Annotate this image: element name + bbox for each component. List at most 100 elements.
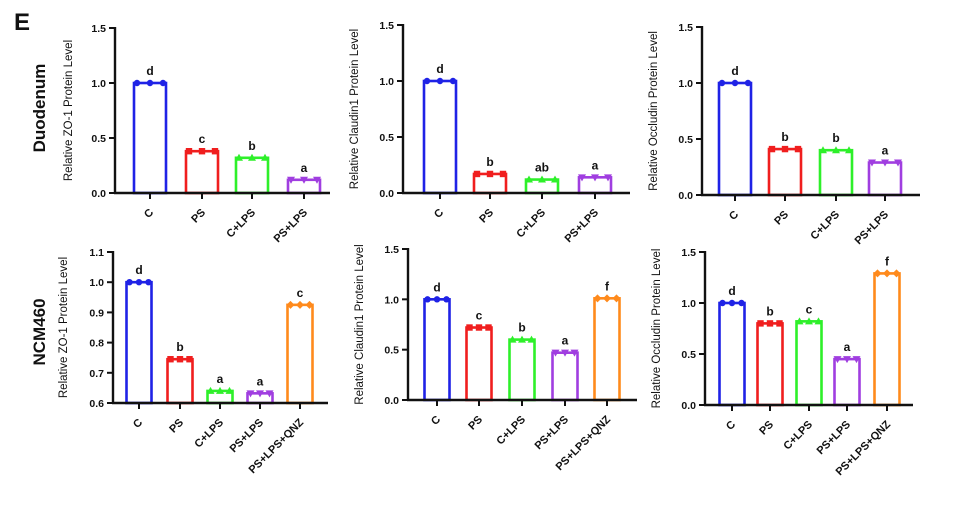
diamond-data-point [883, 269, 891, 278]
square-data-point [466, 324, 473, 331]
x-tick-label: PS+LPS [533, 414, 572, 453]
y-tick-label: 1.0 [678, 78, 693, 90]
bar-c [718, 301, 746, 407]
y-tick-label: 0.0 [379, 188, 394, 200]
x-tick-label: PS [189, 207, 208, 226]
y-tick-label: 1.5 [678, 22, 693, 34]
triangle-down-data-point [843, 356, 851, 364]
y-axis-label: Relative Claudin1 Protein Level [354, 244, 366, 404]
triangle-down-data-point [551, 349, 560, 357]
triangle-up-data-point [814, 317, 823, 325]
significance-label: a [844, 340, 851, 354]
x-tick-label: C [727, 209, 741, 223]
square-data-point [176, 356, 184, 363]
x-tick-label: PS [466, 414, 485, 433]
circle-data-point [718, 79, 726, 87]
y-tick-label: 1.0 [91, 78, 106, 90]
bar-ps [767, 147, 803, 197]
circle-data-point [433, 296, 441, 303]
significance-label: b [486, 155, 493, 169]
square-data-point [757, 320, 764, 327]
x-tick-label: C+LPS [224, 207, 258, 241]
y-tick-label: 0.0 [91, 188, 106, 200]
y-tick-label: 1.0 [384, 294, 399, 306]
significance-label: b [248, 139, 255, 153]
bar-ps-lps [833, 357, 861, 407]
triangle-up-data-point [832, 146, 840, 154]
square-data-point [185, 148, 193, 155]
bar-c [125, 280, 153, 405]
bar-ps-lps [867, 161, 903, 197]
x-tick-label: PS [757, 419, 776, 438]
significance-label: d [728, 284, 735, 298]
x-tick-label: C [429, 414, 443, 428]
significance-label: d [433, 280, 440, 294]
circle-data-point [731, 79, 739, 87]
y-tick-label: 1.5 [384, 244, 399, 256]
bar-ps-lps-qnz [873, 272, 901, 407]
circle-data-point [436, 77, 444, 85]
triangle-up-data-point [518, 335, 526, 343]
circle-data-point [135, 279, 143, 286]
triangle-up-data-point [551, 175, 559, 183]
circle-data-point [146, 79, 154, 87]
diamond-data-point [892, 269, 901, 278]
significance-label: d [436, 62, 443, 76]
x-tick-label: PS+LPS [563, 207, 602, 246]
bar-c [132, 81, 168, 195]
y-tick-label: 0.5 [678, 134, 693, 146]
circle-data-point [424, 296, 431, 303]
bar-ps [465, 326, 493, 402]
y-tick-label: 0.9 [89, 307, 104, 319]
triangle-down-data-point [868, 159, 876, 167]
significance-label: d [731, 64, 738, 78]
x-tick-label: PS [167, 417, 186, 436]
triangle-down-data-point [570, 349, 579, 357]
square-data-point [473, 170, 481, 178]
square-data-point [794, 145, 802, 153]
square-data-point [499, 170, 507, 178]
triangle-down-data-point [578, 174, 586, 182]
triangle-down-data-point [313, 176, 321, 184]
bar-ps-lps-qnz [286, 303, 314, 405]
row-label-duodenum: Duodenum [30, 64, 49, 153]
x-tick-label: C+LPS [808, 209, 842, 243]
x-tick-label: C+LPS [781, 419, 815, 453]
y-axis-label: Relative ZO-1 Protein Level [58, 257, 70, 398]
bar-c-lps [795, 320, 823, 407]
significance-label: a [257, 374, 264, 388]
triangle-up-data-point [525, 175, 533, 183]
y-tick-label: 1.5 [379, 20, 394, 32]
triangle-up-data-point [248, 153, 256, 161]
y-axis-label: Relative ZO-1 Protein Level [63, 40, 75, 181]
significance-label: a [301, 161, 308, 175]
square-data-point [186, 356, 193, 363]
x-tick-label: PS+LPS [228, 417, 267, 456]
circle-data-point [738, 299, 745, 307]
x-tick-label: C [724, 419, 738, 433]
square-data-point [198, 148, 206, 155]
triangle-up-data-point [527, 335, 536, 343]
circle-data-point [719, 299, 726, 307]
bar-ps-lps-qnz [593, 297, 621, 402]
bar-ps [756, 322, 784, 407]
triangle-down-data-point [604, 174, 612, 182]
panel-label: E [14, 9, 30, 36]
y-tick-label: 0.5 [384, 345, 399, 357]
x-tick-label: C [432, 207, 446, 221]
x-tick-label: C+LPS [514, 207, 548, 241]
significance-label: c [297, 286, 304, 300]
triangle-down-data-point [852, 356, 861, 364]
x-tick-label: PS+LPS [815, 419, 854, 458]
y-tick-label: 1.0 [379, 76, 394, 88]
circle-data-point [133, 79, 141, 87]
y-axis-label: Relative Occludin Protein Level [651, 249, 663, 409]
square-data-point [781, 145, 789, 153]
triangle-down-data-point [833, 356, 842, 364]
y-axis-label: Relative Claudin1 Protein Level [349, 29, 361, 189]
triangle-up-data-point [508, 335, 517, 343]
y-tick-label: 0.8 [89, 338, 104, 350]
triangle-down-data-point [561, 349, 569, 357]
triangle-down-data-point [300, 176, 308, 184]
